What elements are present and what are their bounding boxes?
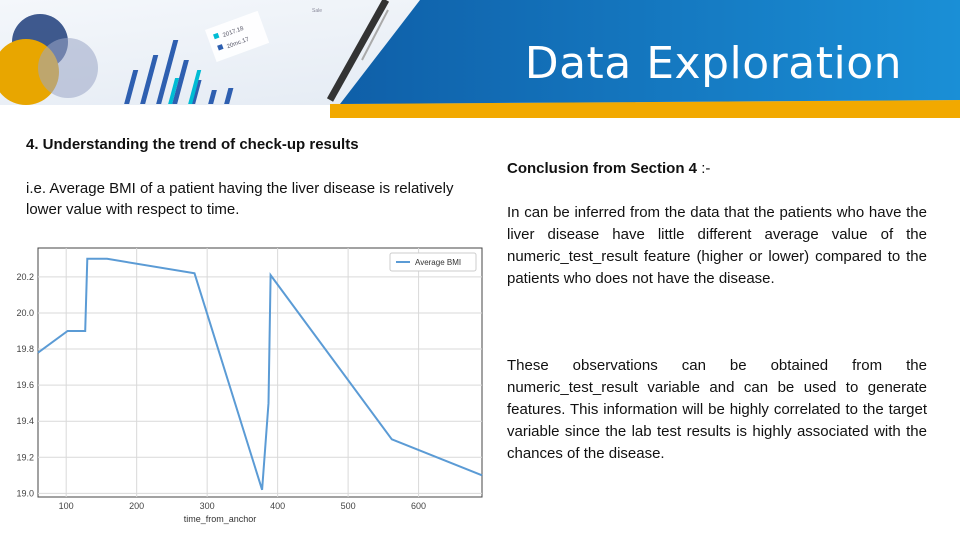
chart-legend: Average BMI <box>389 252 477 272</box>
legend-box <box>389 252 477 272</box>
conclusion-paragraph-1: In can be inferred from the data that th… <box>507 204 927 287</box>
pen-graphic <box>326 0 390 102</box>
chart-ticks: 100 200 300 400 500 600 19.0 19.2 19.4 19.6 19.8 20… <box>16 272 426 511</box>
bmi-line-chart: 100 200 300 400 500 600 19.0 19.2 19.4 19.6 19.8 20… <box>16 247 483 524</box>
slide-title: Data Exploration <box>524 38 902 89</box>
section-heading: 4. Understanding the trend of check-up r… <box>26 136 359 153</box>
y-tick-label: 19.2 <box>16 452 34 462</box>
x-tick-label: 300 <box>200 501 215 511</box>
conclusion-heading: Conclusion from Section 4 :- <box>507 158 927 180</box>
mini-bar-graphic <box>124 40 234 104</box>
y-tick-label: 19.4 <box>16 416 34 426</box>
legend-label: Average BMI <box>415 258 461 267</box>
header-graphic: 2017.18 20mc.17 Sale <box>0 0 960 118</box>
grey-circle <box>38 38 98 98</box>
y-tick-label: 19.8 <box>16 344 34 354</box>
slide-header: 2017.18 20mc.17 Sale Data Exploration <box>0 0 960 118</box>
stat-card: 2017.18 20mc.17 <box>205 10 270 62</box>
y-tick-label: 20.0 <box>16 308 34 318</box>
section-description: i.e. Average BMI of a patient having the… <box>26 180 454 218</box>
top-label: Sale <box>312 8 322 14</box>
series-line-average-bmi <box>37 257 483 491</box>
x-tick-label: 500 <box>341 501 356 511</box>
blue-banner <box>340 0 960 104</box>
conclusion-label: Conclusion from Section 4 <box>507 160 698 177</box>
chart-grid <box>38 248 482 497</box>
conclusion-paragraph-2: These observations can be obtained from … <box>507 357 927 462</box>
y-tick-label: 20.2 <box>16 272 34 282</box>
x-axis-label: time_from_anchor <box>184 514 257 524</box>
x-tick-label: 400 <box>270 501 285 511</box>
gold-band <box>330 100 960 118</box>
conclusion-suffix: :- <box>697 160 711 177</box>
x-tick-label: 600 <box>411 501 426 511</box>
y-tick-label: 19.0 <box>16 488 34 498</box>
x-tick-label: 200 <box>129 501 144 511</box>
x-tick-label: 100 <box>59 501 74 511</box>
plot-area <box>37 247 483 498</box>
y-tick-label: 19.6 <box>16 380 34 390</box>
